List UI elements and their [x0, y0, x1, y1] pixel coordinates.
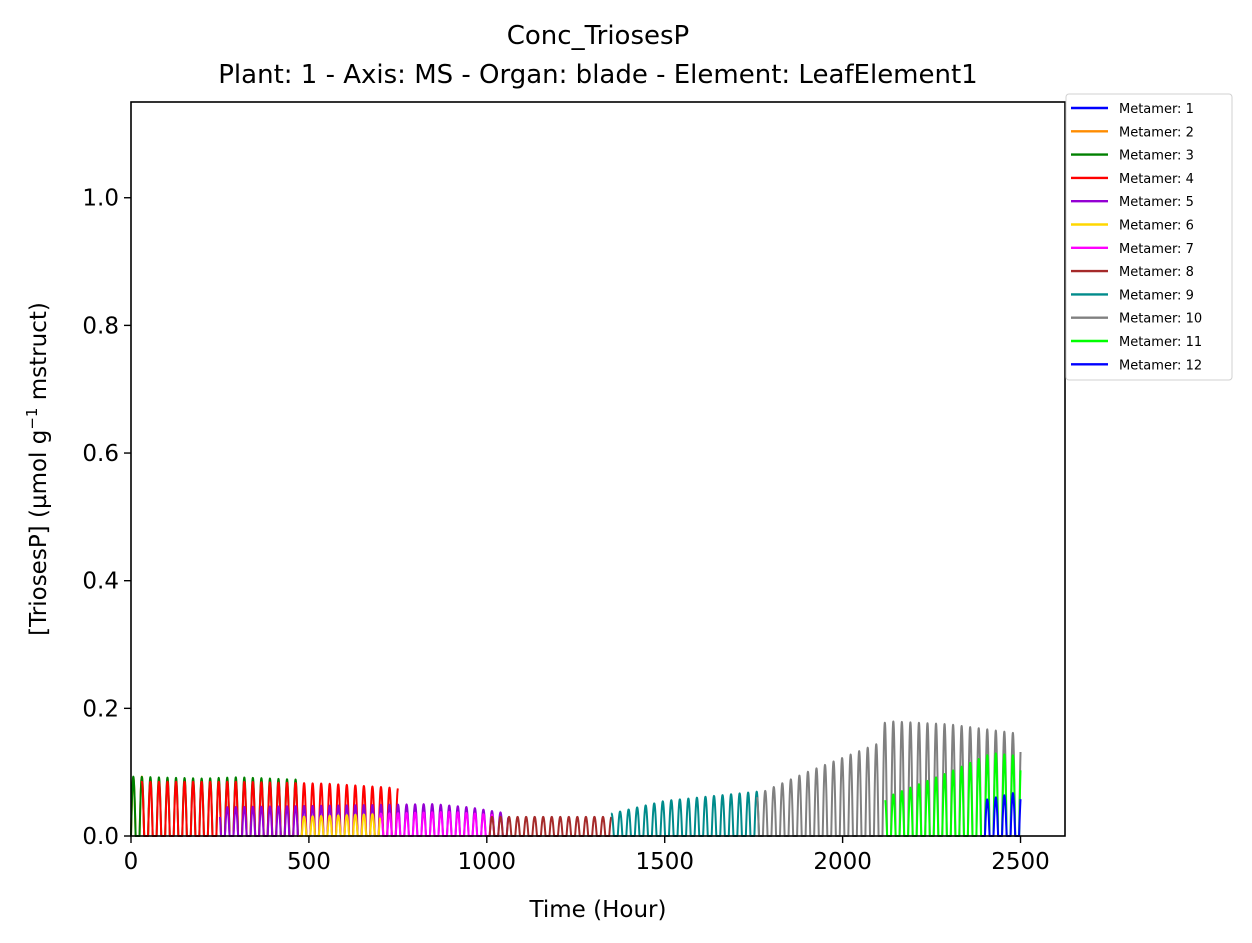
x-tick-label: 500	[287, 849, 331, 875]
legend-label: Metamer: 4	[1119, 172, 1194, 187]
legend-frame	[1065, 93, 1233, 381]
y-axis-label-main: [TriosesP] (µmol g	[26, 430, 52, 636]
y-axis-label: [TriosesP] (µmol g−1 mstruct)	[23, 302, 52, 636]
y-tick-label: 1.0	[82, 186, 119, 212]
series-line-metamer-4	[140, 780, 399, 837]
legend-label: Metamer: 2	[1119, 125, 1194, 140]
x-tick-label: 1500	[635, 849, 694, 875]
series-line-metamer-12	[980, 792, 1022, 837]
series-line-metamer-6	[297, 812, 388, 837]
x-tick-label: 2000	[813, 849, 872, 875]
x-axis: 0 500 1000 1500 2000 2500	[124, 836, 1050, 875]
plot-frame	[130, 101, 1066, 837]
legend-label: Metamer: 12	[1119, 358, 1202, 373]
x-tick-label: 2500	[991, 849, 1050, 875]
y-tick-label: 0.2	[82, 696, 119, 722]
legend-label: Metamer: 8	[1119, 265, 1194, 280]
chart-subtitle: Plant: 1 - Axis: MS - Organ: blade - Ele…	[218, 60, 977, 90]
legend-label: Metamer: 5	[1119, 195, 1194, 210]
y-axis: 0.0 0.2 0.4 0.6 0.8 1.0	[82, 186, 131, 850]
y-tick-label: 0.4	[82, 569, 119, 595]
legend: Metamer: 1 Metamer: 2 Metamer: 3 Metamer: 4…	[1065, 93, 1233, 381]
y-tick-label: 0.6	[82, 441, 119, 467]
y-tick-label: 0.8	[82, 313, 119, 339]
series-line-metamer-9	[610, 790, 762, 837]
x-tick-label: 0	[124, 849, 139, 875]
series-line-metamer-11	[884, 752, 1022, 837]
x-tick-label: 1000	[458, 849, 517, 875]
legend-label: Metamer: 3	[1119, 149, 1194, 164]
legend-label: Metamer: 11	[1119, 335, 1202, 350]
y-axis-label-superscript: −1	[23, 408, 41, 430]
legend-label: Metamer: 10	[1119, 312, 1202, 327]
series-line-metamer-8	[485, 815, 613, 837]
legend-label: Metamer: 6	[1119, 219, 1194, 234]
y-tick-label: 0.0	[82, 824, 119, 850]
legend-label: Metamer: 7	[1119, 242, 1194, 257]
legend-label: Metamer: 1	[1119, 102, 1194, 117]
y-axis-label-unit: mstruct)	[26, 302, 52, 407]
series-layer	[130, 720, 1022, 837]
legend-label: Metamer: 9	[1119, 288, 1194, 303]
chart-title: Conc_TriosesP	[507, 21, 689, 51]
x-axis-label: Time (Hour)	[529, 897, 667, 923]
